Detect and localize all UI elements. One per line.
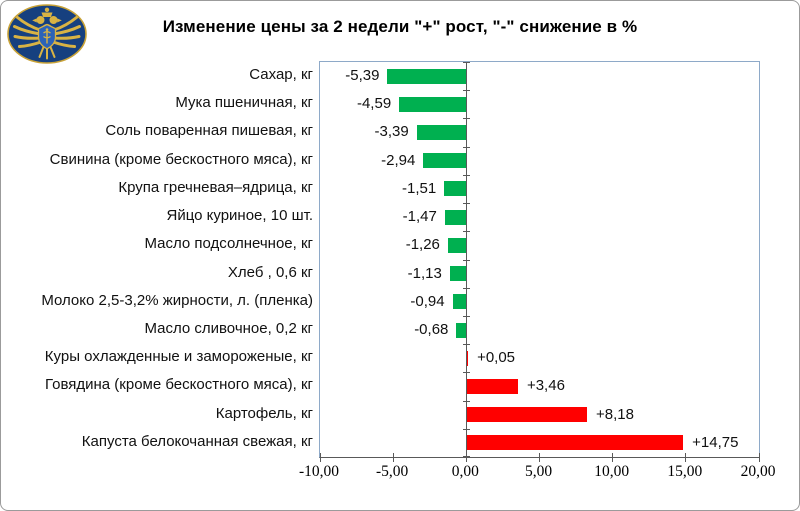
category-label: Крупа гречневая–ядрица, кг xyxy=(118,178,313,196)
x-axis-tick xyxy=(539,453,540,462)
value-label: +14,75 xyxy=(692,433,739,451)
value-label: -0,68 xyxy=(414,320,449,338)
value-label: -1,51 xyxy=(402,179,437,197)
bar xyxy=(399,96,467,112)
x-axis-tick xyxy=(392,453,394,462)
category-label: Капуста белокочанная свежая, кг xyxy=(81,432,313,450)
category-boundary-tick xyxy=(462,315,470,317)
category-boundary-tick xyxy=(462,62,470,63)
category-axis-labels: Сахар, кг Мука пшеничная, кг Соль поваренн… xyxy=(1,61,313,456)
category-boundary-tick xyxy=(462,287,470,289)
bar xyxy=(423,153,467,169)
x-axis-tick xyxy=(319,453,321,462)
category-boundary-tick xyxy=(462,118,470,120)
category-boundary-tick xyxy=(462,400,470,402)
value-label: +8,18 xyxy=(596,405,634,423)
bar xyxy=(456,322,467,338)
x-axis-tick-labels: -10,00 -5,00 0,00 5,00 10,00 15,00 20,00 xyxy=(299,463,775,485)
category-label: Мука пшеничная, кг xyxy=(175,94,313,112)
value-label: +0,05 xyxy=(477,349,516,367)
bar xyxy=(452,294,467,310)
x-axis-tick-label: -10,00 xyxy=(298,463,340,480)
bar xyxy=(444,181,467,197)
category-label: Куры охлажденные и замороженые, кг xyxy=(44,348,313,366)
bar xyxy=(467,378,518,394)
value-label: -1,26 xyxy=(405,236,440,254)
x-axis-tick xyxy=(465,453,467,462)
x-axis-tick xyxy=(612,453,614,462)
category-boundary-tick xyxy=(462,428,470,430)
category-boundary-tick xyxy=(462,372,470,374)
x-axis-tick-label: 15,00 xyxy=(667,463,703,480)
value-label: -2,94 xyxy=(381,151,416,169)
value-label: -1,47 xyxy=(402,208,437,226)
fas-russia-emblem-icon xyxy=(6,3,88,65)
value-label: -1,13 xyxy=(407,264,442,282)
category-label: Свинина (кроме бескостного мяса), кг xyxy=(49,150,313,168)
x-axis-tick-label: 10,00 xyxy=(594,463,630,480)
category-boundary-tick xyxy=(462,231,470,233)
value-label: -0,94 xyxy=(410,292,445,310)
value-label: -5,39 xyxy=(345,67,380,84)
bar xyxy=(387,68,467,84)
category-boundary-tick xyxy=(462,90,470,92)
x-axis-tick-label: -5,00 xyxy=(376,463,409,480)
x-axis-tick xyxy=(685,453,687,462)
x-axis-tick-label: 0,00 xyxy=(451,463,479,480)
category-label: Масло сливочное, 0,2 кг xyxy=(144,319,313,337)
x-axis-tick-label: 5,00 xyxy=(524,463,553,480)
bar xyxy=(416,125,467,141)
category-label: Соль поваренная пишевая, кг xyxy=(105,122,313,140)
x-axis-tick-label: 20,00 xyxy=(740,463,776,480)
value-label: +3,46 xyxy=(526,377,565,395)
category-label: Говядина (кроме бескостного мяса), кг xyxy=(44,376,313,394)
category-boundary-tick xyxy=(462,146,470,148)
bar xyxy=(447,237,467,253)
category-label: Хлеб , 0,6 кг xyxy=(227,263,313,281)
bar xyxy=(467,435,684,451)
value-label: -3,39 xyxy=(374,123,409,141)
bar xyxy=(449,266,467,282)
category-boundary-tick xyxy=(462,344,470,346)
category-label: Картофель, кг xyxy=(215,404,313,422)
category-boundary-tick xyxy=(462,259,470,261)
chart-title: Изменение цены за 2 недели "+" рост, "-"… xyxy=(162,17,638,36)
x-axis-tick xyxy=(758,453,760,462)
bar xyxy=(467,350,469,366)
category-label: Яйцо куриное, 10 шт. xyxy=(166,207,314,225)
bar xyxy=(444,209,467,225)
bar xyxy=(467,407,588,423)
category-label: Сахар, кг xyxy=(249,66,313,83)
category-boundary-tick xyxy=(462,203,470,205)
plot-area: -5,39 -4,59 -3,39 -2,94 -1,51 -1,47 -1,26 -1,13… xyxy=(319,61,760,462)
category-label: Молоко 2,5-3,2% жирности, л. (пленка) xyxy=(41,291,313,309)
category-boundary-tick xyxy=(462,174,470,176)
category-label: Масло подсолнечное, кг xyxy=(144,235,313,253)
value-label: -4,59 xyxy=(356,95,392,113)
